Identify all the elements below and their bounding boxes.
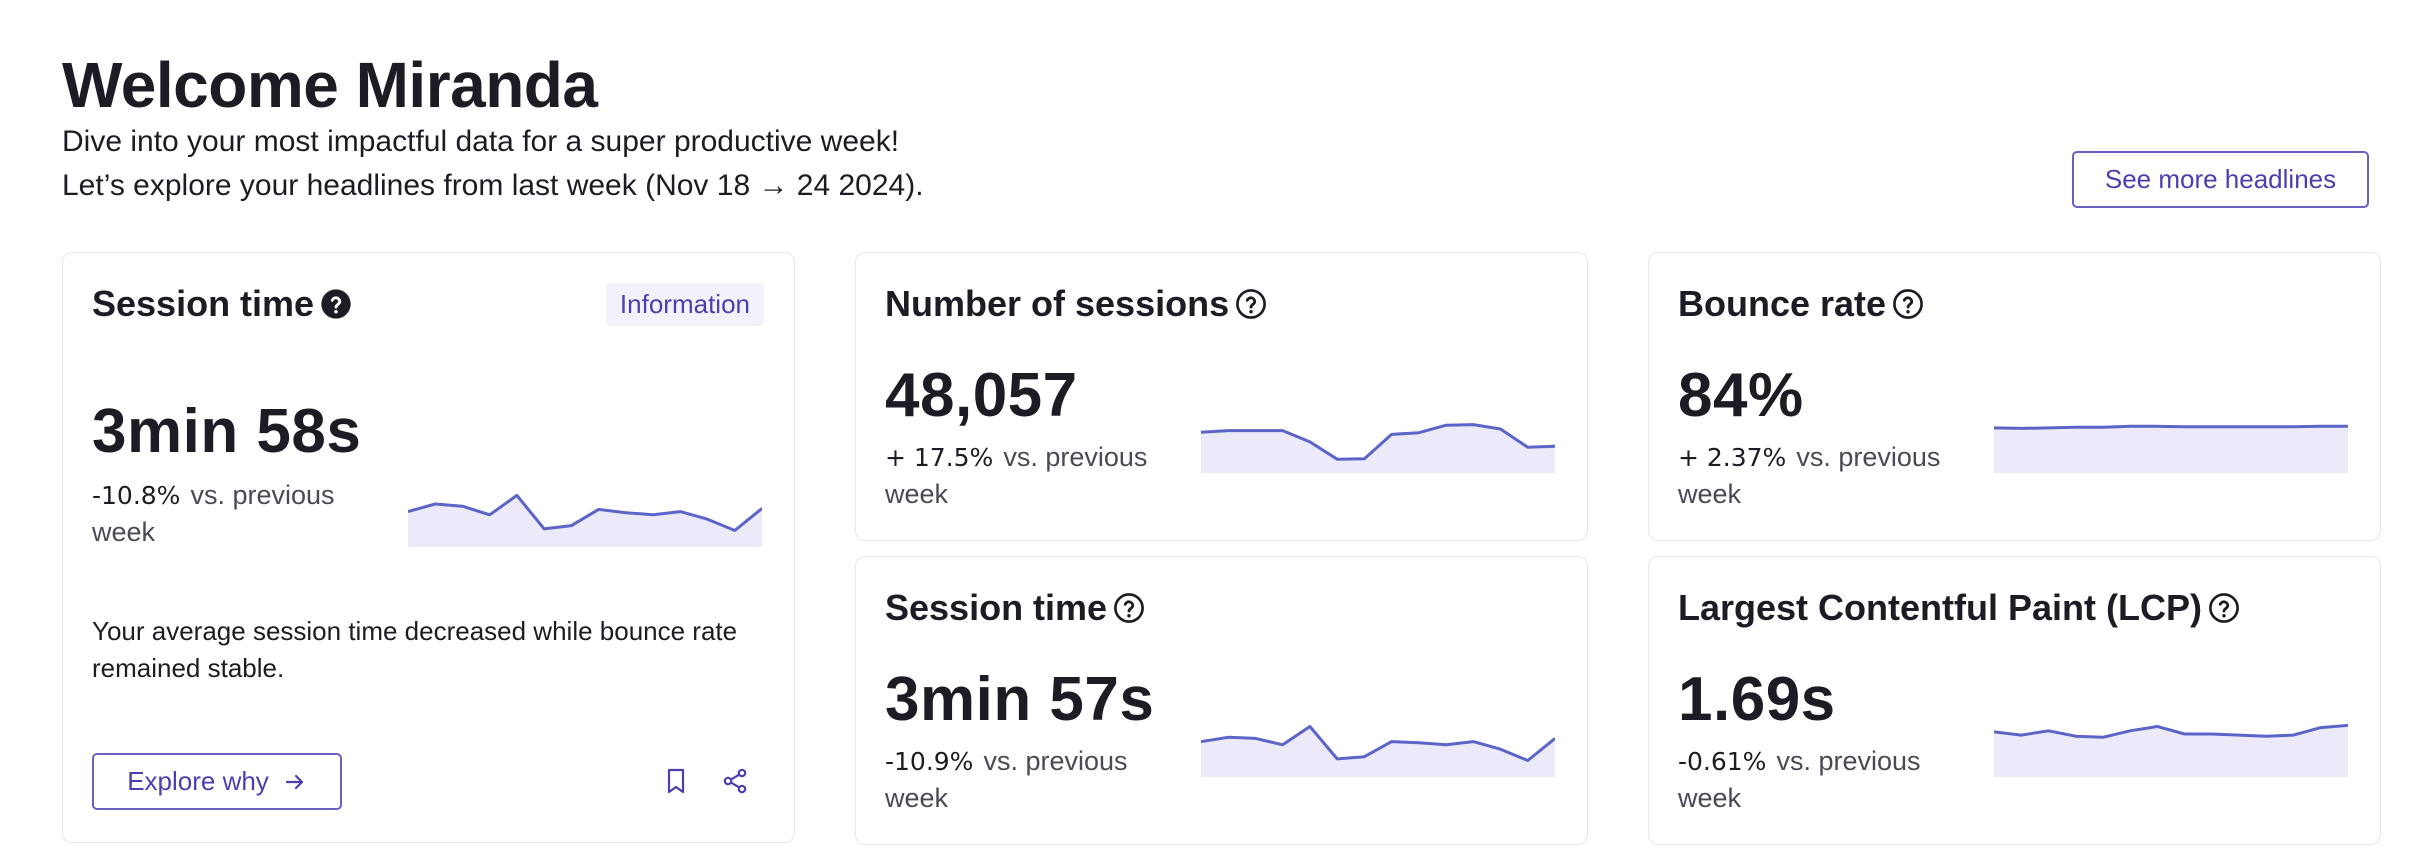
metric-card-number-of-sessions: Number of sessions 48,057 + 17.5% vs. pre… — [855, 252, 1588, 541]
featured-card-title: Session time — [92, 283, 352, 325]
sparkline-area — [1994, 426, 2348, 473]
metric-delta-percent: + 2.37% — [1678, 443, 1787, 472]
featured-title-text: Session time — [92, 283, 315, 324]
subtitle-line-2: Let’s explore your headlines from last w… — [62, 169, 924, 202]
metric-delta-suffix: vs. previous week — [1678, 746, 1921, 813]
metric-delta-suffix: vs. previous week — [885, 746, 1128, 813]
sparkline-line — [408, 493, 762, 532]
metric-card-lcp: Largest Contentful Paint (LCP) 1.69s -0.… — [1648, 556, 2381, 845]
share-icon[interactable] — [715, 761, 755, 801]
featured-delta-suffix: vs. previous week — [92, 480, 335, 547]
metric-card-title: Session time — [885, 587, 1145, 629]
metric-card-title: Bounce rate — [1678, 283, 1924, 325]
metric-card-title: Largest Contentful Paint (LCP) — [1678, 587, 2240, 629]
subtitle-line-1: Dive into your most impactful data for a… — [62, 125, 900, 158]
metric-delta-percent: -10.9% — [885, 747, 974, 776]
metric-delta: -0.61% vs. previous week — [1678, 743, 1978, 816]
arrow-right-icon — [285, 774, 303, 789]
page-title: Welcome Miranda — [62, 49, 598, 121]
featured-delta-percent: -10.8% — [92, 481, 181, 510]
bookmark-icon[interactable] — [656, 761, 696, 801]
sparkline-area — [1994, 725, 2348, 777]
question-circle-outline-icon[interactable] — [1113, 592, 1145, 624]
see-more-headlines-button[interactable]: See more headlines — [2072, 151, 2369, 208]
sparkline-line — [1994, 424, 2348, 430]
metric-delta: + 2.37% vs. previous week — [1678, 439, 1978, 512]
metric-value: 48,057 — [885, 361, 1078, 430]
metric-title-text: Bounce rate — [1678, 283, 1887, 324]
sparkline-line — [1201, 423, 1555, 461]
information-tag[interactable]: Information — [605, 283, 764, 326]
metric-title-text: Number of sessions — [885, 283, 1230, 324]
metric-delta-percent: + 17.5% — [885, 443, 994, 472]
metric-delta: -10.9% vs. previous week — [885, 743, 1185, 816]
metric-delta-suffix: vs. previous week — [885, 442, 1148, 509]
metric-delta-suffix: vs. previous week — [1678, 442, 1941, 509]
sparkline-area — [1201, 424, 1555, 473]
question-circle-outline-icon[interactable] — [1892, 288, 1924, 320]
metric-sparkline — [1994, 723, 2348, 777]
question-circle-filled-icon[interactable] — [320, 288, 352, 320]
explore-why-label: Explore why — [127, 766, 269, 796]
featured-sparkline — [408, 493, 762, 547]
question-circle-outline-icon[interactable] — [1235, 288, 1267, 320]
metric-delta-percent: -0.61% — [1678, 747, 1767, 776]
featured-insight-text: Your average session time decreased whil… — [92, 616, 738, 683]
metric-sparkline — [1201, 423, 1555, 473]
featured-value: 3min 58s — [92, 397, 362, 466]
metric-value: 84% — [1678, 361, 1804, 430]
sparkline-area — [1201, 726, 1555, 777]
explore-why-button[interactable]: Explore why — [92, 753, 342, 810]
question-circle-outline-icon[interactable] — [2208, 592, 2240, 624]
sparkline-line — [1201, 725, 1555, 762]
metric-value: 1.69s — [1678, 665, 1836, 734]
metric-delta: + 17.5% vs. previous week — [885, 439, 1185, 512]
metric-sparkline — [1994, 424, 2348, 473]
sparkline-line — [1994, 723, 2348, 739]
metric-card-title: Number of sessions — [885, 283, 1267, 325]
metric-sparkline — [1201, 725, 1555, 777]
sparkline-area — [408, 495, 762, 547]
featured-delta: -10.8% vs. previous week — [92, 477, 392, 550]
metric-value: 3min 57s — [885, 665, 1155, 734]
metric-title-text: Session time — [885, 587, 1108, 628]
metric-title-text: Largest Contentful Paint (LCP) — [1678, 587, 2202, 628]
featured-card-session-time: Session time Information 3min 58s -10.8%… — [62, 252, 795, 843]
metric-card-bounce-rate: Bounce rate 84% + 2.37% vs. previous week — [1648, 252, 2381, 541]
metric-card-session-time: Session time 3min 57s -10.9% vs. previous… — [855, 556, 1588, 845]
